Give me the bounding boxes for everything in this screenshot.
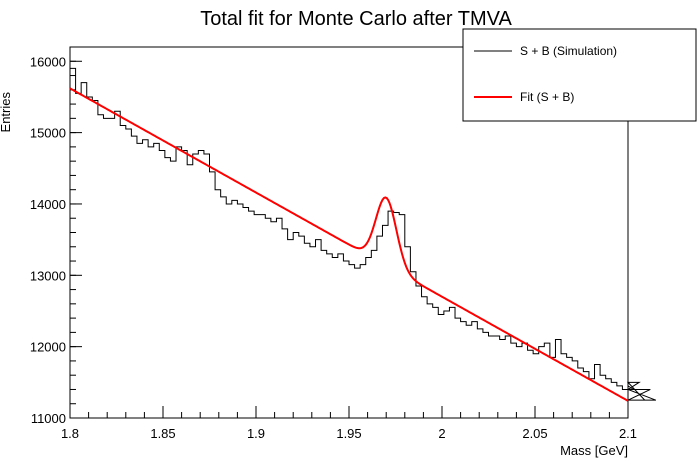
y-axis-label: Entries: [0, 92, 13, 133]
legend: S + B (Simulation) Fit (S + B): [462, 28, 697, 122]
y-tick-label: 12000: [30, 340, 66, 355]
legend-label-fit: Fit (S + B): [520, 90, 574, 104]
x-tick-label: 2.1: [619, 426, 637, 441]
x-tick-label: 1.85: [150, 426, 175, 441]
x-tick-label: 2.05: [522, 426, 547, 441]
x-tick-label: 1.8: [61, 426, 79, 441]
legend-box: [462, 28, 697, 122]
x-tick-label: 2: [438, 426, 445, 441]
x-tick-label: 1.95: [336, 426, 361, 441]
y-tick-label: 13000: [30, 268, 66, 283]
chart-title: Total fit for Monte Carlo after TMVA: [200, 8, 512, 30]
y-axis: 11000 12000 13000 14000 15000 16000: [30, 46, 82, 426]
x-axis: 1.8 1.85 1.9 1.95 2 2.05 2.1: [61, 406, 637, 441]
y-tick-label: 16000: [30, 54, 66, 69]
histogram-series-simulation: [70, 67, 657, 401]
plot-area: 1.8 1.85 1.9 1.95 2 2.05 2.1 11000 12000 13000 14…: [30, 46, 657, 441]
x-axis-label: Mass [GeV]: [560, 443, 628, 458]
x-tick-label: 1.9: [247, 426, 265, 441]
fit-curve-series: [69, 87, 629, 402]
y-tick-label: 11000: [31, 411, 66, 426]
legend-label-simulation: S + B (Simulation): [520, 44, 617, 58]
y-tick-label: 15000: [30, 126, 66, 141]
y-tick-label: 14000: [30, 197, 66, 212]
